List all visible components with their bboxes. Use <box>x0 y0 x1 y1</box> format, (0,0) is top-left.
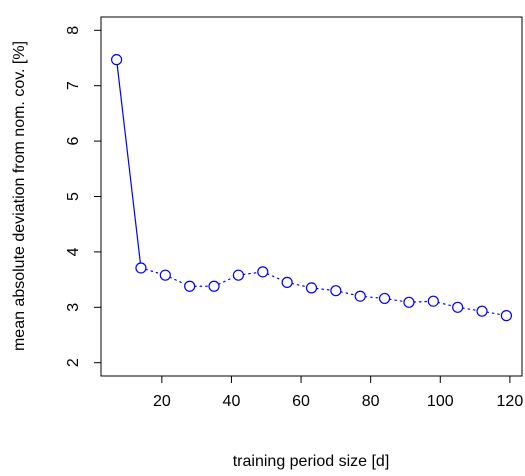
point <box>403 296 415 308</box>
point <box>257 266 269 278</box>
point <box>378 292 391 305</box>
line-segment <box>413 300 429 303</box>
line-segment <box>340 291 356 296</box>
point <box>354 290 366 302</box>
point <box>452 301 464 313</box>
line-segment <box>291 282 308 288</box>
point <box>135 262 147 274</box>
x-tick-label: 80 <box>362 393 380 410</box>
line-segment <box>116 64 141 264</box>
x-tick-label: 40 <box>223 393 241 410</box>
point <box>305 282 318 294</box>
y-tick-label: 8 <box>65 26 82 35</box>
y-tick-label: 5 <box>65 192 82 201</box>
line-segment <box>266 273 284 281</box>
point <box>476 305 488 317</box>
point <box>281 276 293 288</box>
y-tick-label: 6 <box>65 137 82 146</box>
y-tick-label: 2 <box>65 358 82 367</box>
line-segment <box>315 287 332 291</box>
point <box>110 54 123 66</box>
point <box>232 269 245 281</box>
line-segment <box>388 298 405 303</box>
x-tick-label: 100 <box>427 393 454 410</box>
point <box>208 280 220 292</box>
x-tick-label: 60 <box>292 393 310 410</box>
y-tick-label: 7 <box>65 81 82 90</box>
point <box>427 295 439 307</box>
plot-box <box>100 16 523 377</box>
x-axis-label: training period size [d] <box>233 453 390 470</box>
line-segment <box>242 271 259 276</box>
line-segment <box>169 276 186 285</box>
line-segment <box>437 301 454 307</box>
line-segment <box>217 276 235 285</box>
line-segment <box>462 307 478 311</box>
y-tick-label: 3 <box>65 303 82 312</box>
line-segment <box>364 296 381 299</box>
x-tick-label: 20 <box>153 393 171 410</box>
point <box>500 310 513 322</box>
y-axis-label: mean absolute deviation from nom. cov. [… <box>11 41 28 351</box>
point <box>184 280 196 292</box>
point <box>159 269 171 281</box>
y-tick-label: 4 <box>65 247 82 256</box>
line-segment <box>145 268 162 275</box>
point <box>330 285 342 297</box>
x-tick-label: 120 <box>497 393 524 410</box>
line-segment <box>486 311 503 316</box>
